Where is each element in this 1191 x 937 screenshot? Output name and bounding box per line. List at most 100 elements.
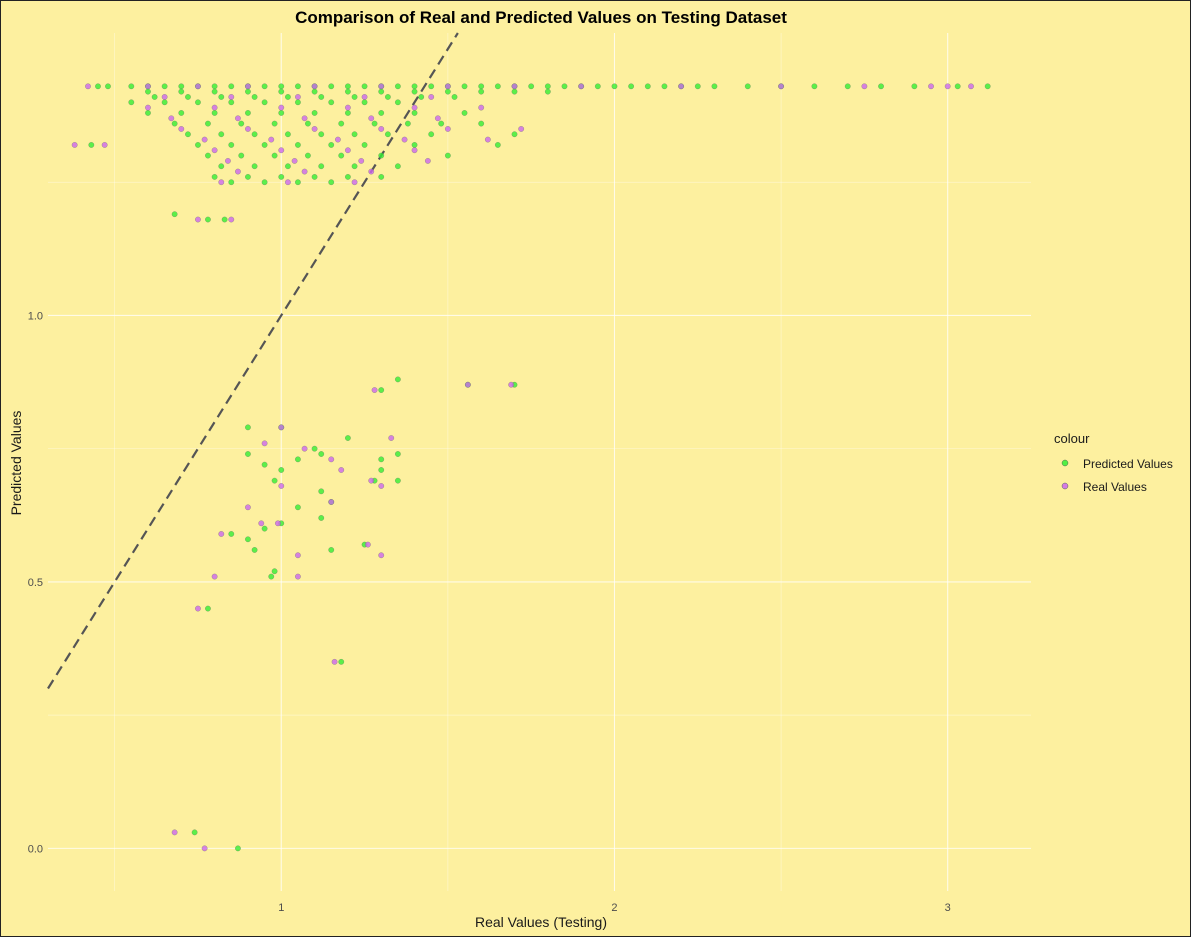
predicted-point [328,83,335,90]
legend-label-predicted: Predicted Values [1083,457,1173,471]
predicted-point [228,83,235,90]
real-point [424,157,431,164]
predicted-point [271,568,278,575]
predicted-point [261,461,268,468]
real-point [361,94,368,100]
predicted-point [238,120,245,127]
predicted-point [204,605,211,612]
predicted-point [278,467,285,473]
predicted-point [218,131,225,138]
y-tick-label: 0.0 [28,843,43,855]
real-point [301,445,308,452]
legend-label-real: Real Values [1083,480,1147,494]
real-point [344,147,351,154]
real-point [388,435,395,441]
real-point [211,147,218,154]
real-point [434,115,441,122]
real-point [224,157,231,164]
predicted-point [311,88,318,95]
x-tick-label: 2 [611,902,617,914]
predicted-point [428,83,435,90]
predicted-point [361,141,368,148]
real-point [371,387,378,394]
real-point [518,125,525,132]
predicted-point [954,83,961,90]
predicted-point [294,141,301,148]
real-point [328,499,335,505]
predicted-point [318,94,325,100]
y-tick-label: 1.0 [28,310,43,322]
real-point [464,381,471,388]
predicted-point [411,109,418,116]
real-point [278,147,285,154]
predicted-point [378,173,385,180]
predicted-point [511,131,518,138]
predicted-point [244,173,251,180]
real-point [861,83,868,90]
predicted-point [478,120,485,127]
predicted-point [244,536,251,543]
predicted-point [378,456,385,463]
real-point [171,829,178,836]
predicted-point [384,94,391,100]
predicted-point [284,131,291,138]
predicted-point [328,99,335,106]
predicted-point [151,94,158,100]
predicted-point [311,173,318,180]
predicted-point [318,163,325,170]
x-axis-ticks: 1 2 3 [278,902,951,914]
predicted-point [361,99,368,106]
real-point [244,83,251,90]
predicted-point [344,83,351,90]
predicted-point [278,83,285,90]
real-point [161,94,168,100]
real-point [211,573,218,580]
predicted-point [218,163,225,170]
predicted-point [318,451,325,457]
real-point [301,168,308,175]
predicted-point [178,88,185,95]
real-point [368,168,375,175]
real-point [234,168,241,175]
predicted-point [411,88,418,95]
predicted-point [221,216,228,223]
y-axis-title: Predicted Values [8,411,24,516]
predicted-point [811,83,818,90]
predicted-point [494,83,501,90]
predicted-point [211,83,218,90]
real-point [268,136,275,143]
predicted-point [211,173,218,180]
predicted-point [261,99,268,106]
predicted-point [278,88,285,95]
real-point [968,83,974,90]
predicted-point [244,424,251,431]
real-point [85,83,91,90]
real-point [278,104,285,111]
predicted-point [228,530,235,537]
predicted-point [461,109,468,116]
real-point [145,83,151,90]
real-point [301,115,308,122]
predicted-point [278,109,285,116]
predicted-point [451,94,458,100]
predicted-point [318,488,325,495]
predicted-point [644,83,651,90]
points [71,83,991,852]
predicted-point [911,83,918,90]
predicted-point [394,99,401,106]
predicted-point [378,109,385,116]
real-point [201,845,208,852]
predicted-point [294,456,301,463]
predicted-point [711,83,718,90]
real-point [294,94,301,100]
real-point [244,504,251,511]
real-point [578,83,585,90]
real-point [261,440,268,447]
real-point [484,136,491,143]
predicted-point [191,829,198,836]
predicted-point [611,83,618,90]
predicted-point [984,83,991,90]
predicted-point [328,179,335,186]
real-point [228,216,235,223]
